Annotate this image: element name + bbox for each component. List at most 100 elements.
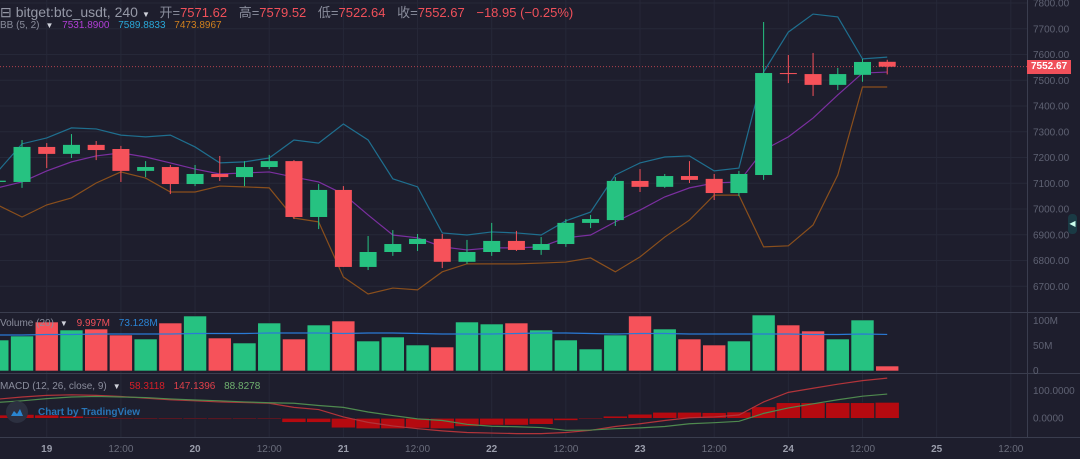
- grid: [0, 0, 1027, 437]
- macd-histogram-bar: [602, 415, 628, 419]
- candle-body: [0, 180, 6, 182]
- time-axis-label: 20: [189, 444, 201, 455]
- change-value: −18.95 (−0.25%): [476, 5, 574, 20]
- macd-histogram-bar: [553, 417, 579, 421]
- tradingview-watermark[interactable]: Chart by TradingView: [6, 401, 140, 423]
- candle-body: [829, 74, 847, 85]
- macd-histogram-bar: [59, 415, 84, 419]
- volume-bar: [158, 322, 183, 372]
- low-value: 7522.64: [338, 5, 386, 20]
- time-axis-label: 12:00: [702, 444, 727, 455]
- time-axis-label: 21: [338, 444, 350, 455]
- close-label: 收=: [397, 5, 418, 20]
- candle-body: [705, 178, 723, 194]
- price-axis-label: 7200.00: [1033, 153, 1070, 164]
- macd-histogram-bar: [504, 417, 529, 426]
- volume-ma-value: 73.128M: [118, 318, 158, 329]
- volume-bar: [529, 329, 553, 372]
- candle-body: [409, 238, 427, 245]
- macd-label[interactable]: MACD (12, 26, close, 9): [0, 381, 107, 392]
- price-axis-label: 7000.00: [1033, 205, 1070, 216]
- volume-bar: [183, 315, 207, 372]
- candle-body: [260, 161, 278, 168]
- volume-bar: [10, 335, 34, 372]
- volume-bar: [109, 334, 133, 372]
- volume-bar: [306, 324, 331, 372]
- bb-label[interactable]: BB (5, 2): [0, 20, 40, 31]
- collapse-panel-button[interactable]: ◀: [1068, 214, 1077, 234]
- price-axis-label: 7600.00: [1033, 50, 1070, 61]
- candle-body: [359, 252, 377, 267]
- price-axis-label: 7700.00: [1033, 24, 1070, 35]
- volume-axis-label: 50M: [1033, 341, 1052, 352]
- candle-body: [854, 61, 871, 75]
- time-axis-label: 12:00: [553, 444, 578, 455]
- volume-axis-label: 100M: [1033, 316, 1058, 327]
- caret-down-icon[interactable]: ▼: [112, 382, 121, 391]
- volume-bar: [0, 339, 10, 372]
- volume-bar: [727, 340, 751, 372]
- open-label: 开=: [159, 5, 181, 20]
- volume-bar: [405, 344, 430, 372]
- volume-bars: [0, 314, 900, 372]
- volume-bar: [554, 339, 578, 372]
- symbol-legend: ⊟ bitget:btc_usdt, 240 ▼ 开=7571.62 高=7579.…: [0, 2, 581, 21]
- candle-body: [236, 167, 253, 178]
- volume-bar: [381, 336, 405, 372]
- candle-body: [384, 244, 402, 253]
- close-value: 7552.67: [417, 5, 465, 20]
- volume-bar: [232, 342, 257, 372]
- volume-bar: [59, 329, 84, 372]
- macd-histogram-bar: [850, 402, 875, 419]
- bb-basis-value: 7531.8900: [62, 20, 110, 31]
- macd-histogram-bar: [158, 417, 183, 420]
- price-axis-label: 7800.00: [1033, 0, 1070, 10]
- macd-axis-label: 100.0000: [1033, 386, 1075, 397]
- candle-body: [334, 189, 352, 267]
- candle-body: [62, 144, 80, 154]
- volume-bar: [652, 328, 677, 372]
- candle-body: [433, 238, 451, 262]
- time-axis-label: 12:00: [257, 444, 282, 455]
- candle-body: [310, 189, 328, 217]
- volume-label[interactable]: Volume (20): [0, 318, 54, 329]
- macd-signal-line: [0, 393, 888, 431]
- price-axis-label: 6700.00: [1033, 282, 1070, 293]
- volume-bar: [34, 321, 59, 372]
- candle-body: [137, 167, 155, 171]
- caret-down-icon[interactable]: ▼: [141, 10, 150, 19]
- caret-down-icon[interactable]: ▼: [59, 319, 68, 328]
- bb-upper-value: 7589.8833: [118, 20, 166, 31]
- bb-legend: BB (5, 2) ▼ 7531.8900 7589.8833 7473.8967: [0, 20, 228, 31]
- volume-bar: [282, 338, 306, 372]
- macd-axis-label: 0.0000: [1033, 414, 1064, 425]
- candle-body: [606, 180, 624, 221]
- bb-upper-line: [0, 13, 888, 236]
- macd-histogram-bar: [182, 417, 208, 420]
- price-axis-label: 7500.00: [1033, 76, 1070, 87]
- low-label: 低=: [317, 5, 339, 20]
- candle-body: [112, 149, 130, 171]
- price-axis-label: 6900.00: [1033, 230, 1070, 241]
- macd-histogram-bar: [429, 417, 455, 429]
- volume-bar: [331, 320, 356, 372]
- candle-body: [730, 173, 748, 194]
- bb-lower-value: 7473.8967: [174, 20, 222, 31]
- volume-bar: [850, 319, 875, 372]
- volume-bar: [825, 338, 850, 372]
- volume-bar: [504, 322, 529, 372]
- macd-histogram-bar: [800, 402, 826, 419]
- volume-bar: [801, 330, 825, 372]
- candle-body: [38, 146, 56, 154]
- macd-histogram-bar: [207, 417, 233, 420]
- caret-down-icon[interactable]: ▼: [45, 21, 54, 30]
- candle-body: [483, 240, 501, 253]
- square-minus-icon[interactable]: ⊟: [0, 4, 12, 20]
- macd-signal-value: 88.8278: [224, 381, 261, 392]
- bb-basis-line: [0, 71, 888, 251]
- macd-histogram-bar: [256, 417, 282, 420]
- volume-legend: Volume (20) ▼ 9.997M 73.128M: [0, 318, 164, 329]
- symbol-name[interactable]: bitget:btc_usdt, 240: [15, 4, 138, 20]
- macd-histogram-bar: [776, 402, 801, 419]
